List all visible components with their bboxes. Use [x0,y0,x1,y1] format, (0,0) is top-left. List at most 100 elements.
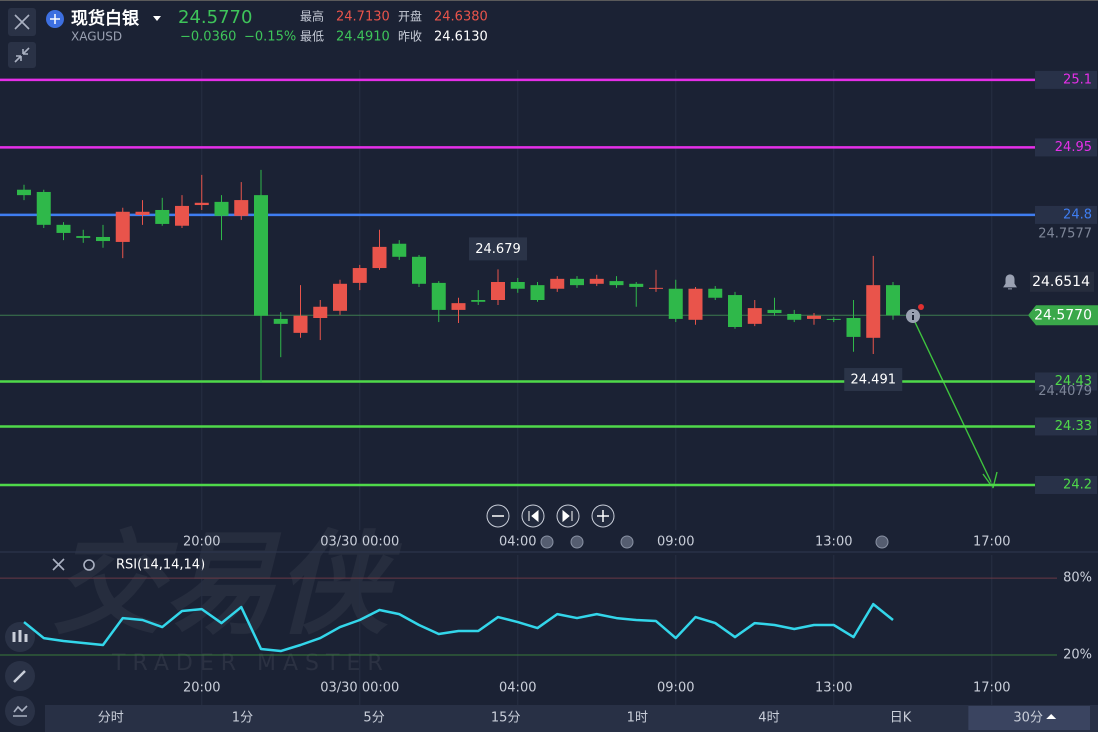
candle-body [451,303,466,310]
candle-body [787,313,802,320]
last-price-label: 24.5770 [1034,307,1092,323]
draw-tool[interactable] [5,661,35,691]
x-tick-label: 13:00 [815,681,852,696]
candle-body [96,236,110,242]
candle-body [313,306,328,319]
tab[interactable]: 5分 [363,711,384,726]
candle-body [194,202,209,206]
tab[interactable]: 1时 [627,711,648,726]
level-label-box [1035,417,1097,436]
tab[interactable]: 1分 [232,711,253,726]
stat-label: 昨收 [398,30,422,44]
scroll-start[interactable] [521,504,545,528]
collapse-button[interactable] [8,42,36,68]
price-axis-label: 24.7577 [1038,226,1092,241]
x-tick-label: 03/30 00:00 [320,681,399,696]
candle-body [530,285,545,300]
candle-body [372,246,387,269]
candle-body [412,256,426,284]
candle-body [431,282,446,310]
change: −0.0360 [180,30,236,45]
level-label-box [1035,205,1097,224]
x-tick-label: 09:00 [657,681,694,696]
level-label: 25.1 [1063,72,1092,87]
level-label: 24.8 [1063,207,1092,222]
level-label-box [1035,372,1097,391]
candle-body [826,318,841,320]
indicator-tool[interactable] [5,622,35,652]
high-label: 24.679 [475,242,521,257]
logo-mark [50,14,60,24]
candle-body [76,236,91,238]
stat-label: 最低 [300,30,324,44]
candle-body [135,211,150,215]
candle-body [333,283,347,311]
level-label: 24.43 [1055,374,1092,389]
tab[interactable]: 15分 [491,711,521,726]
candle-body [214,201,229,216]
rsi-line [23,602,894,653]
y-tick-label: 20% [1063,648,1092,663]
x-tick-label: 20:00 [183,681,220,696]
candle-body [708,288,723,298]
rsi-title: RSI(14,14,14) [116,558,205,573]
candle-body [747,308,762,324]
x-tick-label: 03/30 00:00 [320,535,399,550]
price-axis-label: 24.4079 [1038,384,1092,399]
zoom-out[interactable] [486,504,510,528]
candle-body [155,209,170,224]
level-label-box [1035,138,1097,157]
scroll-end[interactable] [556,504,580,528]
x-tick-label: 17:00 [973,535,1010,550]
zoom-in[interactable] [591,504,615,528]
rsi-settings[interactable] [83,559,95,571]
candle-body [886,285,900,316]
symbol-title[interactable]: 现货白银 [71,8,140,29]
alert-dot [918,304,924,310]
candle-body [392,243,407,257]
alert-bell [1003,274,1017,290]
candle-body [254,195,268,316]
low-label-box [844,368,903,392]
candle-body [352,268,367,283]
candle-body [115,211,130,242]
close-button[interactable] [8,8,36,36]
last-price-tag [1028,305,1098,326]
x-tick-label: 20:00 [183,535,220,550]
price: 24.5770 [178,7,252,28]
x-tick-label: 17:00 [973,681,1010,696]
candle-body [866,285,881,338]
level-label: 24.2 [1063,477,1092,492]
x-tick-label: 04:00 [499,535,536,550]
candle-body [273,318,288,324]
event-markers[interactable] [540,535,889,549]
tab-bar [45,705,1098,732]
tab[interactable]: 分时 [98,711,124,726]
rsi-close[interactable] [52,558,65,571]
level-label-box [1035,475,1097,494]
alert-label: 24.6514 [1032,274,1090,290]
x-tick-label: 09:00 [657,535,694,550]
dropdown-arrow[interactable] [153,16,161,21]
low-label: 24.491 [851,373,897,388]
stat-value: 24.4910 [336,30,390,45]
change-pct: −0.15% [244,30,296,45]
candle-body [807,315,821,319]
tab-selected [968,706,1090,730]
alert-label-box [1030,271,1094,292]
watermark: 交易侠 [52,520,402,650]
tab[interactable]: 日K [890,711,912,726]
candle-body [175,205,189,226]
tab[interactable]: 4时 [758,711,779,726]
candle-body [649,287,663,289]
tab[interactable]: 30分 [1013,711,1043,726]
candle-body [510,281,525,289]
candle-body [17,189,31,196]
chart-tool[interactable] [5,696,35,726]
candle-body [688,288,703,320]
candle-body [550,278,565,289]
candle-body [36,191,51,225]
candle-body [491,281,505,300]
stat-label: 开盘 [398,9,422,24]
